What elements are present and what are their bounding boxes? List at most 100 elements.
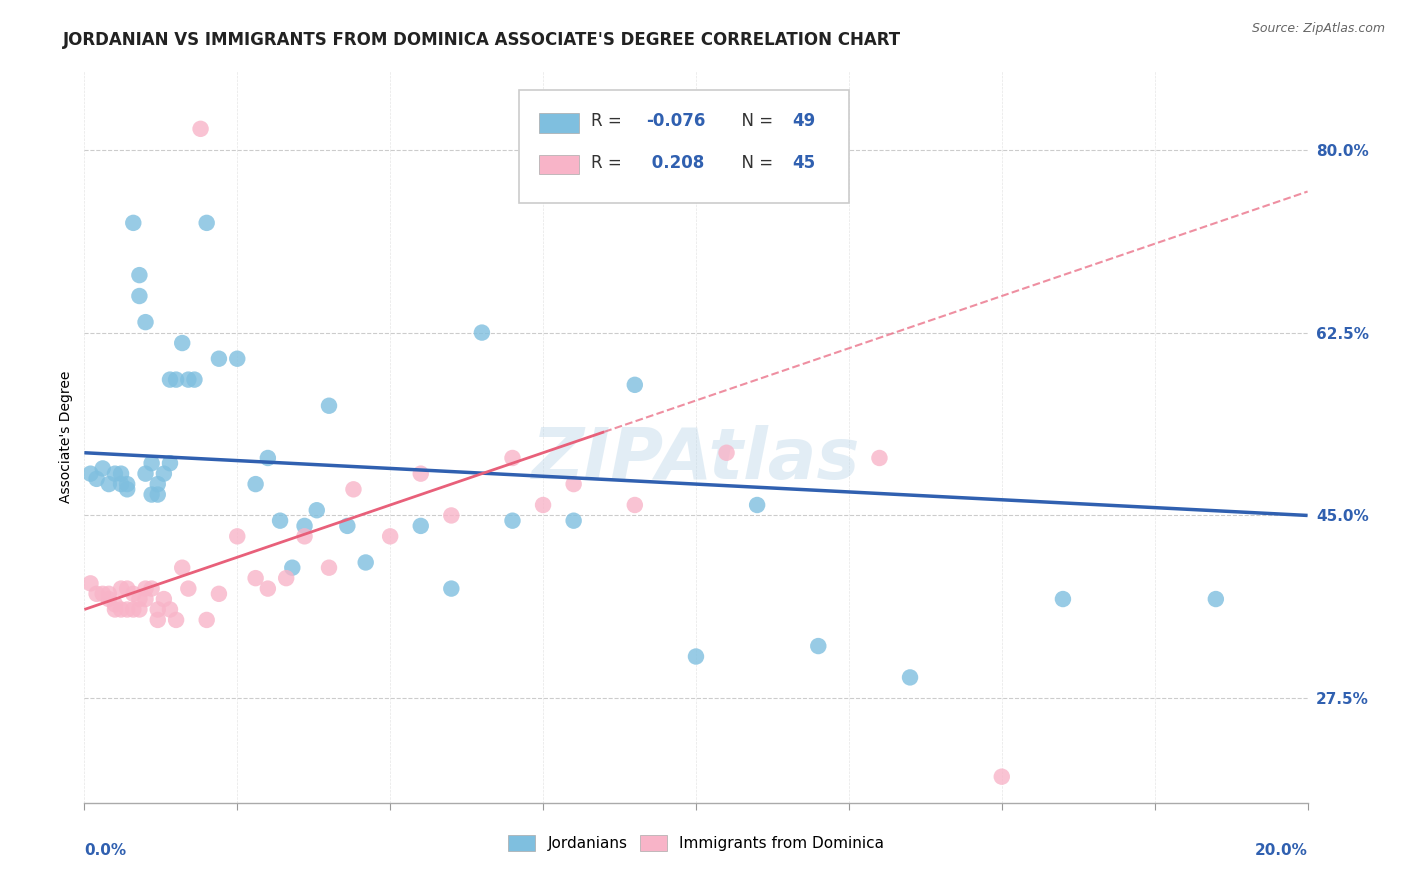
Point bbox=[146, 477, 169, 491]
FancyBboxPatch shape bbox=[540, 154, 578, 175]
Point bbox=[245, 571, 267, 585]
Point bbox=[624, 498, 647, 512]
Point bbox=[165, 613, 187, 627]
Point bbox=[195, 216, 218, 230]
Point bbox=[869, 450, 891, 465]
Text: R =: R = bbox=[591, 153, 627, 172]
Text: 45: 45 bbox=[793, 153, 815, 172]
Text: -0.076: -0.076 bbox=[645, 112, 706, 130]
Point bbox=[177, 582, 200, 596]
FancyBboxPatch shape bbox=[519, 90, 849, 203]
Point bbox=[159, 373, 181, 387]
Point bbox=[110, 467, 132, 481]
Point bbox=[1205, 592, 1227, 607]
Point bbox=[141, 582, 163, 596]
Point bbox=[380, 529, 402, 543]
Point bbox=[141, 456, 163, 470]
Point bbox=[128, 592, 150, 607]
Point bbox=[128, 268, 150, 282]
Point bbox=[226, 351, 249, 366]
Point bbox=[122, 587, 145, 601]
Point bbox=[177, 373, 200, 387]
Point bbox=[115, 582, 138, 596]
Point bbox=[562, 514, 585, 528]
Text: JORDANIAN VS IMMIGRANTS FROM DOMINICA ASSOCIATE'S DEGREE CORRELATION CHART: JORDANIAN VS IMMIGRANTS FROM DOMINICA AS… bbox=[63, 31, 901, 49]
Point bbox=[342, 483, 364, 497]
Point bbox=[79, 467, 101, 481]
Point bbox=[97, 587, 120, 601]
Point bbox=[716, 446, 738, 460]
Point bbox=[91, 587, 114, 601]
Point bbox=[97, 477, 120, 491]
Point bbox=[135, 592, 157, 607]
Point bbox=[135, 467, 157, 481]
Point bbox=[110, 477, 132, 491]
FancyBboxPatch shape bbox=[540, 113, 578, 133]
Point bbox=[159, 602, 181, 616]
Point bbox=[294, 519, 316, 533]
Point bbox=[195, 613, 218, 627]
Point bbox=[115, 477, 138, 491]
Point bbox=[97, 592, 120, 607]
Point bbox=[146, 613, 169, 627]
Point bbox=[104, 602, 127, 616]
Point bbox=[294, 529, 316, 543]
Point bbox=[115, 483, 138, 497]
Point bbox=[128, 602, 150, 616]
Point bbox=[685, 649, 707, 664]
Text: 0.0%: 0.0% bbox=[84, 843, 127, 858]
Point bbox=[146, 487, 169, 501]
Point bbox=[104, 467, 127, 481]
Point bbox=[172, 336, 194, 351]
Point bbox=[1052, 592, 1074, 607]
Point bbox=[747, 498, 769, 512]
Text: R =: R = bbox=[591, 112, 627, 130]
Point bbox=[318, 560, 340, 574]
Y-axis label: Associate's Degree: Associate's Degree bbox=[59, 371, 73, 503]
Text: ZIPAtlas: ZIPAtlas bbox=[531, 425, 860, 493]
Point bbox=[91, 461, 114, 475]
Point bbox=[245, 477, 267, 491]
Point bbox=[531, 498, 554, 512]
Point bbox=[257, 450, 280, 465]
Point bbox=[79, 576, 101, 591]
Point bbox=[110, 602, 132, 616]
Point bbox=[226, 529, 249, 543]
Point bbox=[159, 456, 181, 470]
Point bbox=[502, 514, 524, 528]
Point bbox=[208, 587, 231, 601]
Point bbox=[208, 351, 231, 366]
Point bbox=[115, 602, 138, 616]
Point bbox=[135, 582, 157, 596]
Point bbox=[86, 587, 108, 601]
Point bbox=[305, 503, 328, 517]
Point bbox=[318, 399, 340, 413]
Point bbox=[128, 289, 150, 303]
Point bbox=[86, 472, 108, 486]
Text: N =: N = bbox=[731, 112, 779, 130]
Text: 49: 49 bbox=[793, 112, 815, 130]
Point bbox=[562, 477, 585, 491]
Point bbox=[153, 592, 176, 607]
Point bbox=[440, 582, 463, 596]
Point bbox=[991, 770, 1014, 784]
Point bbox=[502, 450, 524, 465]
Text: N =: N = bbox=[731, 153, 779, 172]
Point bbox=[190, 121, 212, 136]
Point bbox=[471, 326, 494, 340]
Point bbox=[183, 373, 205, 387]
Point bbox=[409, 519, 432, 533]
Point bbox=[269, 514, 291, 528]
Text: 20.0%: 20.0% bbox=[1254, 843, 1308, 858]
Point bbox=[281, 560, 304, 574]
Point bbox=[898, 670, 921, 684]
Point bbox=[153, 467, 176, 481]
Point bbox=[104, 597, 127, 611]
Text: 0.208: 0.208 bbox=[645, 153, 704, 172]
Point bbox=[624, 377, 647, 392]
Legend: Jordanians, Immigrants from Dominica: Jordanians, Immigrants from Dominica bbox=[502, 830, 890, 857]
Point bbox=[354, 556, 377, 570]
Point bbox=[172, 560, 194, 574]
Point bbox=[409, 467, 432, 481]
Point bbox=[135, 315, 157, 329]
